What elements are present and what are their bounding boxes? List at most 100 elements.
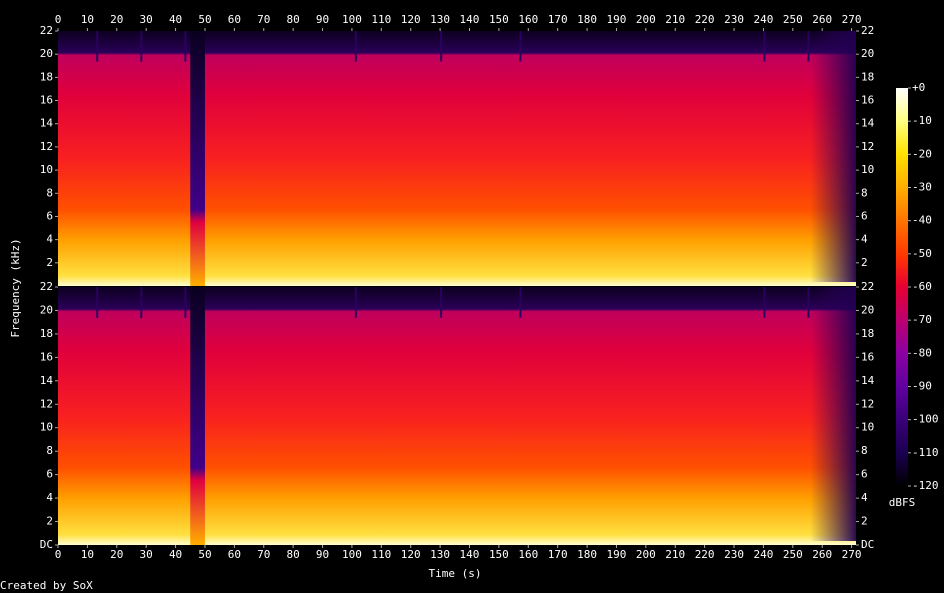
x-tick-label: 130 — [430, 13, 450, 26]
y-tick-label: 18 — [861, 70, 874, 83]
spectrogram-edge — [96, 31, 99, 62]
y-tick-label: 10 — [40, 421, 53, 434]
y-tick-label: DC — [861, 538, 874, 551]
y-tick-label: 14 — [861, 374, 875, 387]
x-tick-label: 80 — [287, 548, 300, 561]
x-tick-label: 160 — [518, 548, 538, 561]
x-tick-label: 200 — [636, 548, 656, 561]
colorbar-tick-label: -30 — [912, 181, 932, 194]
colorbar-tick-label: -20 — [912, 147, 932, 160]
y-tick-label: 20 — [40, 47, 53, 60]
colorbar-tick-label: -10 — [912, 114, 932, 127]
x-tick-label: 220 — [695, 13, 715, 26]
x-tick-label: 160 — [518, 13, 538, 26]
x-tick-label: 250 — [783, 548, 803, 561]
x-tick-label: 170 — [548, 548, 568, 561]
spectrogram-edge — [440, 31, 443, 62]
spectrogram — [58, 287, 856, 545]
x-tick-label: 0 — [55, 13, 62, 26]
y-tick-label: 20 — [40, 303, 53, 316]
x-tick-label: 20 — [110, 13, 123, 26]
colorbar-tick-label: -90 — [912, 380, 932, 393]
y-tick-label: 6 — [861, 209, 868, 222]
x-tick-label: 180 — [577, 548, 597, 561]
colorbar-tick-label: -80 — [912, 346, 932, 359]
x-tick-label: 70 — [257, 13, 270, 26]
x-tick-label: 50 — [198, 548, 211, 561]
colorbar-tick-label: -60 — [912, 280, 932, 293]
y-tick-label: 2 — [861, 515, 868, 528]
x-tick-label: 210 — [665, 548, 685, 561]
plots — [58, 31, 856, 545]
x-tick-label: 140 — [460, 548, 480, 561]
y-tick-label: 16 — [40, 350, 53, 363]
x-tick-label: 50 — [198, 13, 211, 26]
x-tick-label: 200 — [636, 13, 656, 26]
y-tick-label: 20 — [861, 47, 874, 60]
x-tick-label: 10 — [81, 548, 94, 561]
y-tick-label: 14 — [861, 117, 875, 130]
spectrogram-tail — [810, 31, 856, 282]
spectrogram-edge — [354, 31, 357, 62]
spectrogram-edge — [440, 287, 443, 318]
x-tick-label: 150 — [489, 13, 509, 26]
colorbar-label: dBFS — [889, 496, 916, 509]
spectrogram-gap — [190, 287, 205, 545]
footer: Created by SoX — [0, 579, 93, 592]
y-tick-label: 8 — [861, 186, 868, 199]
y-tick-label: 12 — [861, 140, 874, 153]
x-tick-label: 10 — [81, 13, 94, 26]
y-axis-label: Frequency (kHz) — [9, 238, 22, 337]
x-tick-label: 180 — [577, 13, 597, 26]
colorbar-tick-label: -120 — [912, 479, 939, 492]
y-tick-label: 8 — [46, 444, 53, 457]
x-axis-label: Time (s) — [429, 567, 482, 580]
x-tick-label: 190 — [607, 13, 627, 26]
x-tick-label: 150 — [489, 548, 509, 561]
y-tick-label: 2 — [861, 256, 868, 269]
x-tick-label: 40 — [169, 548, 182, 561]
y-tick-label: 4 — [46, 491, 53, 504]
x-tick-label: 140 — [460, 13, 480, 26]
y-tick-label: 8 — [46, 186, 53, 199]
colorbar-tick-label: -40 — [912, 214, 932, 227]
x-tick-label: 30 — [140, 548, 153, 561]
x-tick-label: 60 — [228, 13, 241, 26]
y-tick-label: 10 — [861, 421, 874, 434]
colorbar-tick-label: -70 — [912, 313, 932, 326]
colorbar-tick-label: -110 — [912, 446, 939, 459]
x-tick-label: 90 — [316, 548, 329, 561]
x-tick-label: 100 — [342, 13, 362, 26]
spectrogram-edge — [184, 31, 187, 62]
y-tick-label: 2 — [46, 515, 53, 528]
x-tick-label: 110 — [371, 13, 391, 26]
spectrogram-edge — [807, 31, 810, 62]
y-tick-label: 6 — [861, 468, 868, 481]
x-tick-label: 190 — [607, 548, 627, 561]
y-tick-label: 10 — [40, 163, 53, 176]
y-tick-label: 2 — [46, 256, 53, 269]
y-tick-label: 18 — [861, 327, 874, 340]
x-tick-label: 240 — [753, 13, 773, 26]
y-tick-label: DC — [40, 538, 53, 551]
y-tick-label: 18 — [40, 70, 53, 83]
x-tick-label: 60 — [228, 548, 241, 561]
spectrogram-edge — [763, 287, 766, 318]
x-tick-label: 0 — [55, 548, 62, 561]
y-tick-label: 8 — [861, 444, 868, 457]
x-tick-label: 260 — [812, 548, 832, 561]
y-tick-label: 14 — [40, 117, 54, 130]
colorbar-tick-label: +0 — [912, 81, 925, 94]
spectrogram — [58, 31, 856, 286]
y-tick-label: 22 — [861, 24, 874, 37]
x-tick-label: 120 — [401, 548, 421, 561]
y-tick-label: 6 — [46, 468, 53, 481]
x-tick-label: 30 — [140, 13, 153, 26]
spectrogram-edge — [140, 31, 143, 62]
colorbar-tick-label: -50 — [912, 247, 932, 260]
y-tick-label: 16 — [861, 94, 874, 107]
spectrogram-edge — [763, 31, 766, 62]
x-tick-label: 70 — [257, 548, 270, 561]
spectrogram-edge — [519, 31, 522, 62]
